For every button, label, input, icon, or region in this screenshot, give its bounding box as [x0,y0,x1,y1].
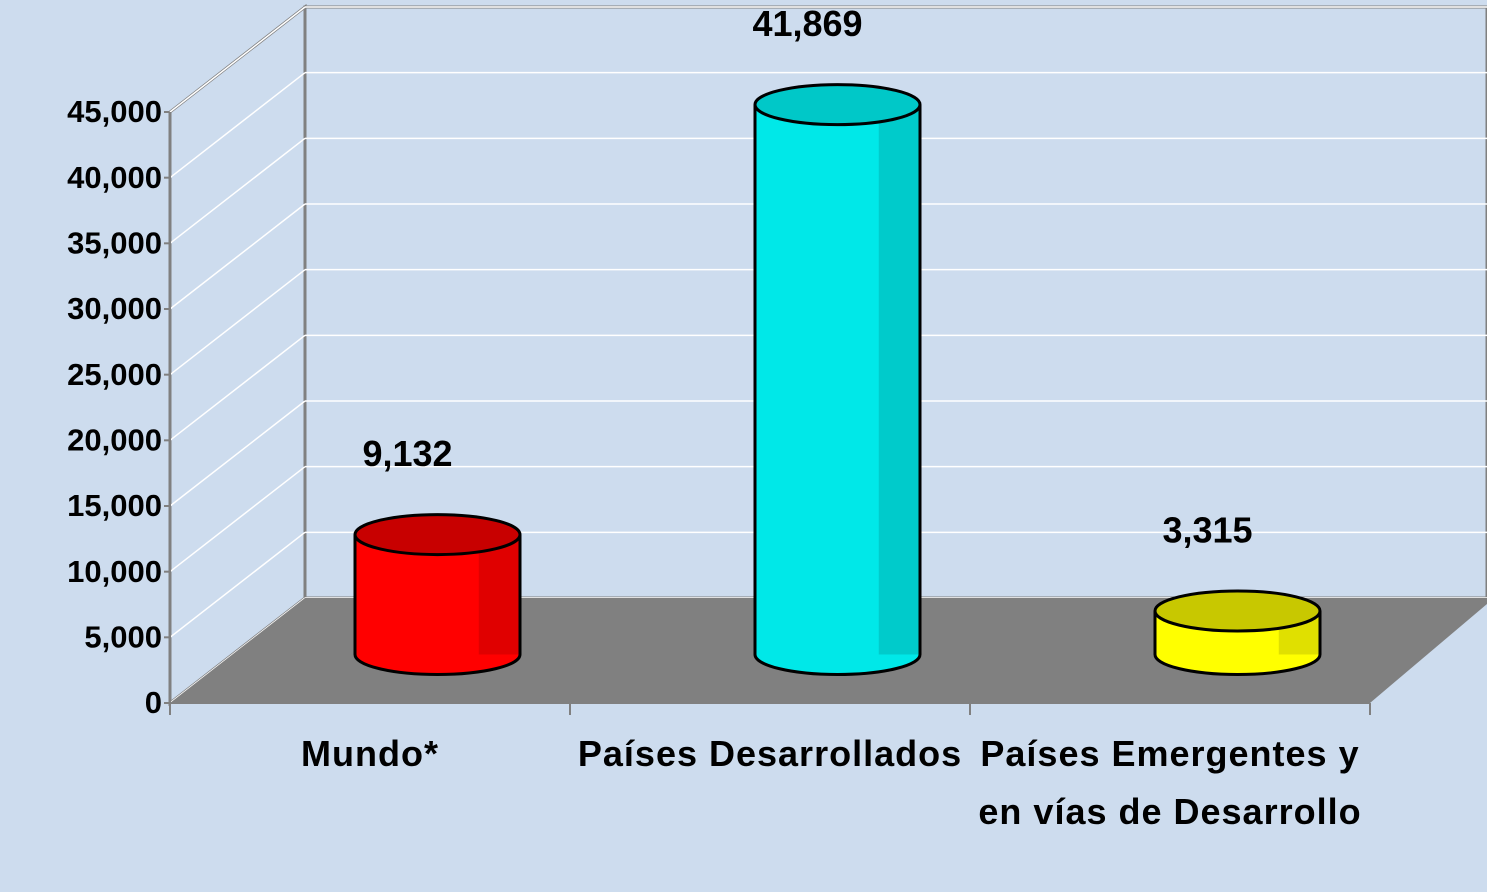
y-tick-label: 20,000 [67,423,162,458]
grid-line-side [169,531,306,638]
bar-top [1153,589,1322,633]
bar [753,83,922,676]
grid-line-side [169,72,306,179]
bar-body [755,104,920,655]
grid-line-side [169,203,306,310]
y-tick-label: 10,000 [67,554,162,589]
x-tick-label: Países Emergentes y en vías de Desarroll… [978,733,1362,832]
bar-top [753,83,922,127]
y-tick-label: 30,000 [67,291,162,326]
y-tick-label: 45,000 [67,94,162,129]
grid-line-side [169,137,306,244]
bar-top [353,513,522,557]
value-label: 9,132 [362,433,452,474]
y-tick-label: 35,000 [67,226,162,261]
y-tick-label: 40,000 [67,160,162,195]
x-tick-label: Mundo* [301,733,439,774]
bar [1153,589,1322,676]
value-label: 41,869 [752,3,862,44]
grid-line-side [169,334,306,441]
y-tick-label: 5,000 [84,620,162,655]
grid-line-side [169,400,306,507]
bar-shade [878,104,919,655]
bar-shade [478,534,519,655]
x-tick-label: Países Desarrollados [577,733,963,774]
side-wall [168,3,307,707]
grid-line-side [169,466,306,573]
bar [353,513,522,676]
y-tick-label: 15,000 [67,488,162,523]
y-tick-label: 0 [145,685,162,720]
value-label: 3,315 [1162,509,1252,550]
grid-line-side [169,269,306,376]
grid-line-side [169,6,306,113]
y-tick-label: 25,000 [67,357,162,392]
